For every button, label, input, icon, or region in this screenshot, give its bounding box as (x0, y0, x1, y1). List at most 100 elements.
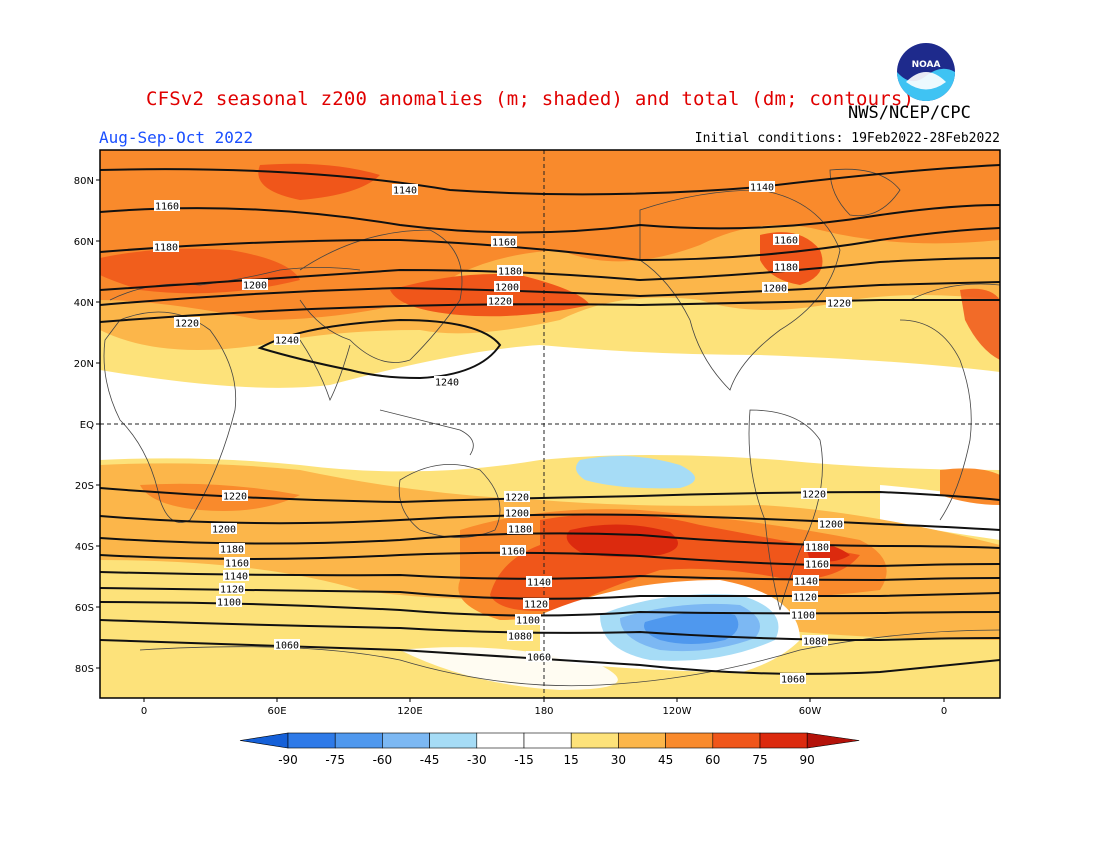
lat-tick-label: 80N (74, 176, 94, 187)
contour-label: 1160 (491, 236, 517, 249)
colorbar-swatch (382, 732, 430, 749)
svg-text:1140: 1140 (794, 577, 818, 588)
colorbar-swatch (759, 732, 808, 749)
contour-label: 1140 (392, 184, 418, 197)
svg-text:1160: 1160 (501, 547, 525, 558)
colorbar-swatch (665, 732, 714, 749)
svg-text:1140: 1140 (527, 578, 551, 589)
lat-tick-label: 20N (74, 359, 94, 370)
colorbar-tick-label: -30 (467, 753, 487, 767)
contour-label: 1220 (487, 295, 513, 308)
contour-label: 1200 (242, 279, 268, 292)
contour-label: 1140 (526, 576, 552, 589)
svg-text:1100: 1100 (217, 598, 241, 609)
contour-label: 1100 (790, 609, 816, 622)
svg-text:1200: 1200 (495, 283, 519, 294)
contour-label: 1120 (219, 583, 245, 596)
svg-text:1160: 1160 (492, 238, 516, 249)
contour-label: 1180 (219, 543, 245, 556)
contour-label: 1100 (515, 614, 541, 627)
lat-tick-label: 40N (74, 298, 94, 309)
colorbar-swatch (476, 732, 525, 749)
svg-text:1220: 1220 (802, 490, 826, 501)
contour-label: 1240 (434, 376, 460, 389)
contour-label: 1200 (818, 518, 844, 531)
contour-labels: 1140 1140 1160 1160 1160 1180 1180 1180 1200 1200… (153, 181, 852, 686)
contour-label: 1200 (211, 523, 237, 536)
svg-text:1160: 1160 (155, 202, 179, 213)
contour-label: 1240 (274, 334, 300, 347)
colorbar-tick-label: -60 (373, 753, 393, 767)
contour-label: 1220 (174, 317, 200, 330)
initial-conditions-label: Initial conditions: 19Feb2022-28Feb2022 (694, 131, 1000, 146)
contour-label: 1200 (494, 281, 520, 294)
colorbar-tick-label: 60 (705, 753, 720, 767)
svg-text:1140: 1140 (224, 572, 248, 583)
colorbar-tick-label: -15 (514, 753, 534, 767)
lon-tick-label: 0 (141, 706, 147, 717)
svg-text:1240: 1240 (275, 336, 299, 347)
svg-text:1200: 1200 (763, 284, 787, 295)
contour-label: 1140 (749, 181, 775, 194)
lon-tick-label: 60E (267, 706, 286, 717)
svg-text:1200: 1200 (819, 520, 843, 531)
contour-label: 1080 (507, 630, 533, 643)
svg-text:1180: 1180 (508, 525, 532, 536)
svg-text:1180: 1180 (805, 543, 829, 554)
colorbar-swatch (287, 732, 336, 749)
svg-text:1180: 1180 (498, 267, 522, 278)
svg-text:1060: 1060 (275, 641, 299, 652)
colorbar-tick-label: 30 (611, 753, 626, 767)
contour-label: 1160 (500, 545, 526, 558)
lat-tick-label: EQ (80, 420, 94, 431)
chart-title: CFSv2 seasonal z200 anomalies (m; shaded… (146, 88, 915, 110)
agency-label: NWS/NCEP/CPC (848, 103, 971, 123)
contour-label: 1220 (504, 491, 530, 504)
contour-label: 1140 (793, 575, 819, 588)
lat-tick-label: 80S (75, 664, 94, 675)
contour-label: 1120 (523, 598, 549, 611)
svg-text:1220: 1220 (175, 319, 199, 330)
longitude-axis: 0 60E 120E 180 120W 60W 0 (141, 706, 947, 717)
latitude-axis: 80N 60N 40N 20N EQ 20S 40S 60S 80S (74, 176, 94, 675)
colorbar-tick-label: -90 (278, 753, 298, 767)
svg-text:1160: 1160 (774, 236, 798, 247)
svg-text:1220: 1220 (827, 299, 851, 310)
contour-label: 1160 (804, 558, 830, 571)
svg-text:1180: 1180 (220, 545, 244, 556)
svg-text:1220: 1220 (505, 493, 529, 504)
svg-text:1140: 1140 (750, 183, 774, 194)
colorbar (239, 732, 860, 749)
lon-tick-label: 180 (534, 706, 553, 717)
contour-label: 1200 (504, 507, 530, 520)
lon-tick-label: 120W (663, 706, 692, 717)
colorbar-tick-label: -75 (325, 753, 345, 767)
contour-label: 1160 (773, 234, 799, 247)
svg-text:1200: 1200 (505, 509, 529, 520)
svg-text:1100: 1100 (516, 616, 540, 627)
colorbar-swatch (334, 732, 383, 749)
contour-label: 1160 (224, 557, 250, 570)
colorbar-swatch (429, 732, 478, 749)
lat-tick-label: 60N (74, 237, 94, 248)
contour-label: 1220 (801, 488, 827, 501)
contour-label: 1200 (762, 282, 788, 295)
contour-label: 1080 (802, 635, 828, 648)
svg-text:1120: 1120 (220, 585, 244, 596)
svg-text:1060: 1060 (527, 653, 551, 664)
colorbar-swatch (523, 732, 572, 749)
svg-text:1100: 1100 (791, 611, 815, 622)
season-label: Aug-Sep-Oct 2022 (99, 128, 254, 147)
colorbar-tick-label: 45 (658, 753, 673, 767)
contour-label: 1120 (792, 591, 818, 604)
colorbar-tick-label: -45 (420, 753, 440, 767)
contour-label: 1180 (497, 265, 523, 278)
lon-tick-label: 120E (397, 706, 422, 717)
contour-label: 1220 (222, 490, 248, 503)
colorbar-tick-label: 75 (752, 753, 767, 767)
colorbar-arrow-left (239, 732, 289, 749)
svg-text:1120: 1120 (524, 600, 548, 611)
colorbar-swatch (712, 732, 761, 749)
svg-text:1060: 1060 (781, 675, 805, 686)
